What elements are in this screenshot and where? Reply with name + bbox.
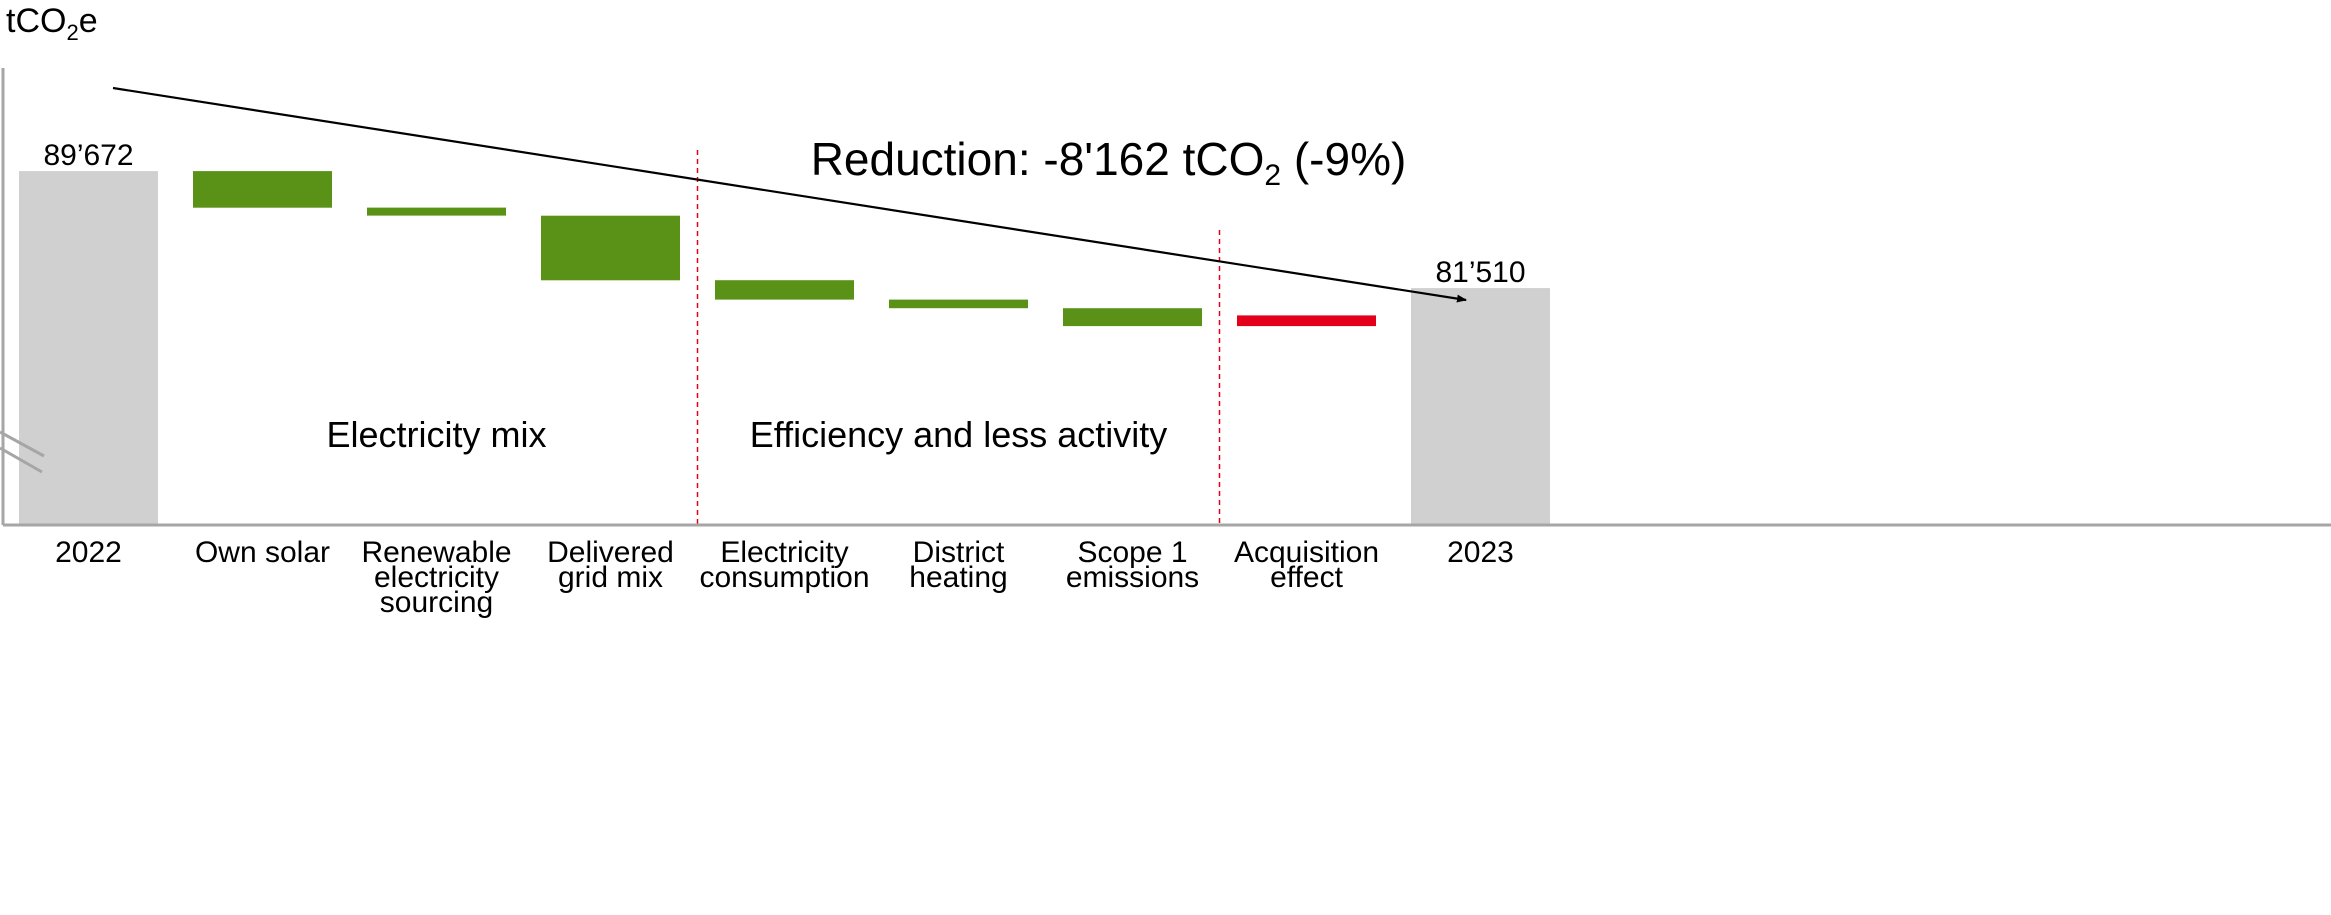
category-tick-line: Acquisition [1234, 536, 1379, 569]
chart-title: Reduction: -8'162 tCO2 (-9%) [0, 132, 2331, 193]
category-tick-line: effect [1270, 561, 1343, 594]
category-tick-line: consumption [699, 561, 869, 594]
category-tick-label: Own solar [195, 536, 330, 569]
category-tick-line: grid mix [558, 561, 663, 594]
category-tick-line: Scope 1 [1077, 536, 1187, 569]
category-tick-label: Renewable electricity sourcing [361, 536, 511, 619]
data-label: 81’510 [1435, 256, 1525, 289]
decrease-bar [889, 299, 1028, 309]
unit-pre: tCO [6, 2, 67, 40]
category-tick-label: Delivered grid mix [547, 536, 674, 594]
title-sub: 2 [1264, 159, 1282, 192]
labels-layer: 89’672 81’510 2022 Own solar Renewable electr… [43, 139, 1525, 619]
title-post: (-9%) [1281, 133, 1407, 185]
trend-arrow-layer [112, 86, 1467, 303]
category-tick-label: Electricity consumption [699, 536, 869, 594]
category-tick-line: 2023 [1447, 536, 1514, 569]
category-tick-label: District heating [909, 536, 1007, 594]
title-pre: Reduction: -8'162 tCO [810, 133, 1265, 185]
total-bar [1411, 288, 1550, 525]
category-tick-label: Scope 1 emissions [1066, 536, 1199, 594]
axis-break-mark [0, 430, 45, 458]
increase-bar [1237, 315, 1376, 327]
category-tick-line: Electricity [720, 536, 848, 569]
decrease-bar [367, 207, 506, 216]
y-axis-unit-label: tCO2e [6, 2, 98, 46]
category-tick-line: Own solar [195, 536, 330, 569]
category-tick-line: Delivered [547, 536, 674, 569]
group-label: Efficiency and less activity [750, 414, 1168, 455]
reduction-trend-arrow [112, 86, 1467, 303]
decrease-bar [1063, 308, 1202, 327]
axis-break-mark [0, 446, 43, 474]
category-tick-line: electricity [374, 561, 499, 594]
category-tick-label: 2023 [1447, 536, 1514, 569]
decrease-bar [715, 280, 854, 300]
category-tick-line: Renewable [361, 536, 511, 569]
category-tick-line: District [913, 536, 1005, 569]
axis-layer [0, 68, 2331, 527]
category-tick-label: 2022 [55, 536, 122, 569]
unit-sub: 2 [66, 20, 79, 45]
decrease-bar [541, 215, 680, 281]
category-tick-label: Acquisition effect [1234, 536, 1379, 594]
decrease-bar [193, 171, 332, 208]
group-dividers [696, 150, 1221, 525]
group-label: Electricity mix [326, 414, 546, 455]
data-label: 89’672 [43, 139, 133, 172]
total-bar [19, 171, 158, 525]
unit-post: e [78, 2, 98, 40]
category-tick-line: heating [909, 561, 1007, 594]
category-tick-line: sourcing [380, 586, 493, 619]
category-tick-line: 2022 [55, 536, 122, 569]
category-tick-line: emissions [1066, 561, 1199, 594]
bars-layer [19, 171, 1550, 525]
